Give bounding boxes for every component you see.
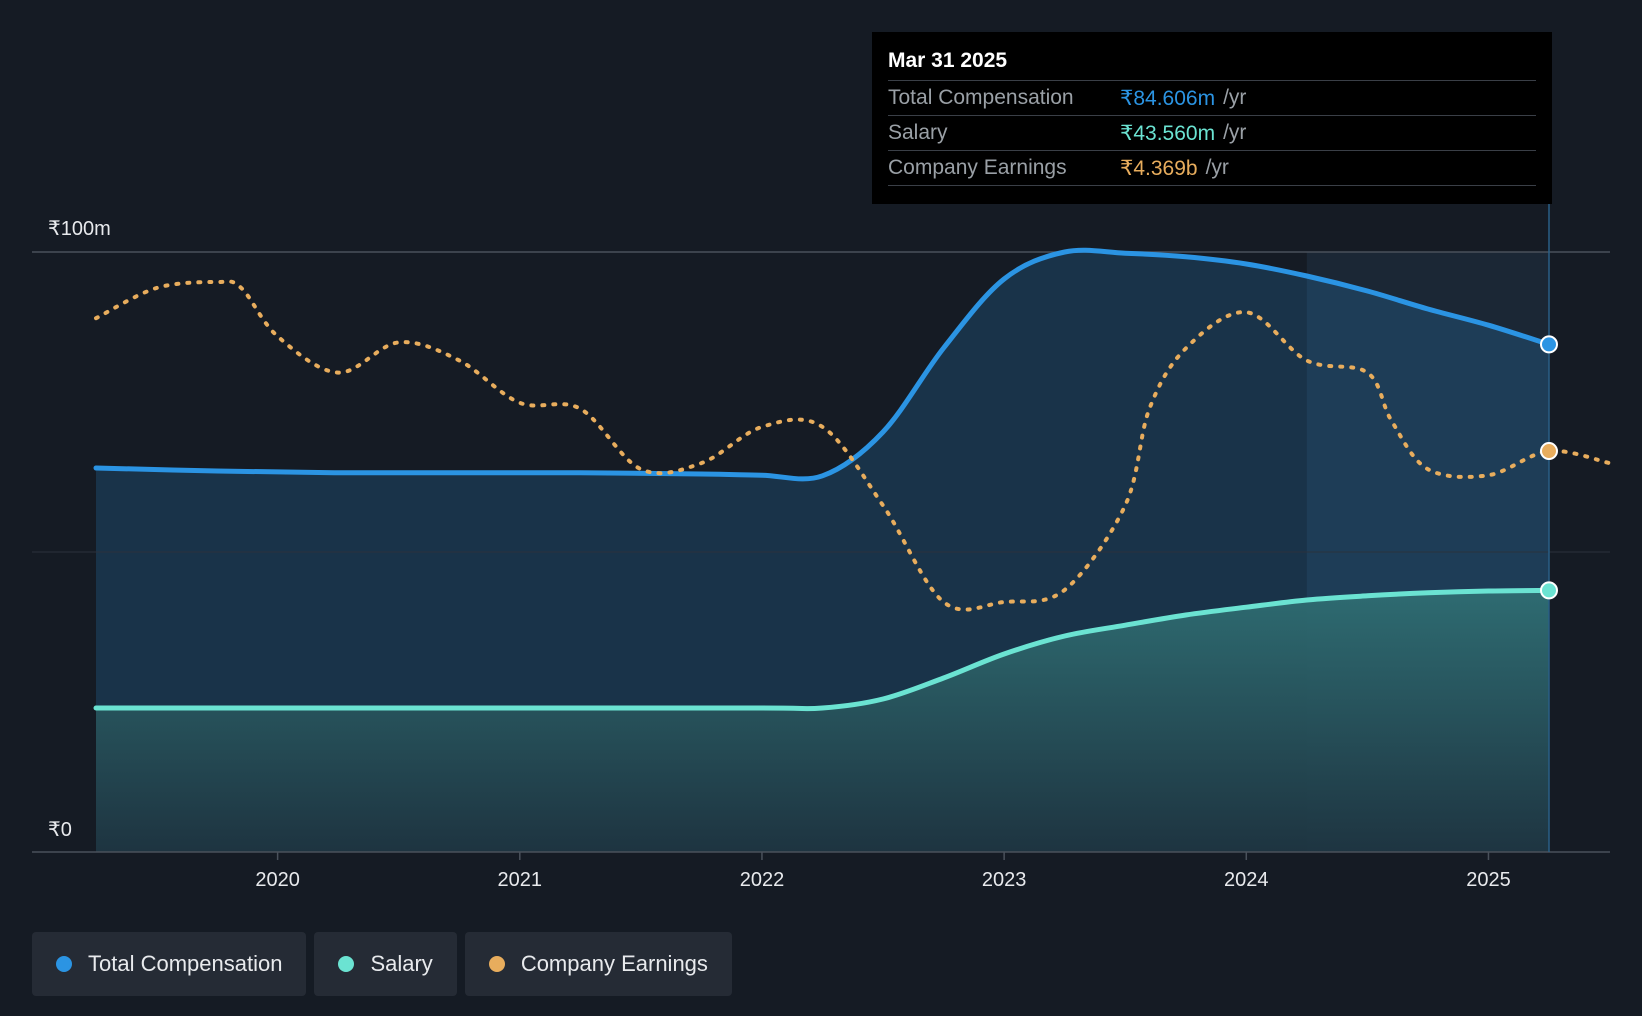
legend-label: Salary xyxy=(370,951,433,976)
tooltip-unit: /yr xyxy=(1205,156,1229,179)
tooltip-row-company-earnings: Company Earnings ₹4.369b /yr xyxy=(888,151,1536,186)
salary-line xyxy=(93,587,1552,712)
x-tick-label: 2023 xyxy=(982,869,1027,891)
tooltip-value-total-compensation: ₹84.606m xyxy=(1120,86,1216,110)
x-tick-label: 2024 xyxy=(1224,869,1269,891)
tooltip-label: Company Earnings xyxy=(888,156,1067,179)
x-tick-label: 2025 xyxy=(1466,869,1511,891)
x-tick-label: 2020 xyxy=(255,869,300,891)
legend-item-salary[interactable]: Salary xyxy=(314,932,457,996)
x-tick-label: 2021 xyxy=(498,869,543,891)
company-earnings-point xyxy=(1540,442,1558,461)
tooltip-row-total-compensation: Total Compensation ₹84.606m /yr xyxy=(888,81,1536,116)
total-compensation-dot-icon xyxy=(56,956,72,972)
tooltip-value-company-earnings: ₹4.369b xyxy=(1120,156,1198,180)
total-compensation-point xyxy=(1540,335,1558,354)
y-tick-label: ₹100m xyxy=(48,218,111,240)
legend: Total Compensation Salary Company Earnin… xyxy=(32,932,732,996)
salary-point xyxy=(1540,581,1558,600)
tooltip-label: Salary xyxy=(888,121,948,144)
tooltip-label: Total Compensation xyxy=(888,86,1074,109)
tooltip-row-salary: Salary ₹43.560m /yr xyxy=(888,116,1536,151)
x-tick-label: 2022 xyxy=(740,869,785,891)
tooltip-value-salary: ₹43.560m xyxy=(1120,121,1216,145)
salary-area xyxy=(96,590,1549,852)
tooltip-unit: /yr xyxy=(1223,86,1247,109)
legend-item-total-compensation[interactable]: Total Compensation xyxy=(32,932,307,996)
legend-label: Total Compensation xyxy=(88,951,283,976)
y-tick-label: ₹0 xyxy=(48,819,72,841)
salary-dot-icon xyxy=(338,956,355,972)
tooltip: Mar 31 2025 Total Compensation ₹84.606m … xyxy=(872,32,1552,204)
tooltip-date: Mar 31 2025 xyxy=(888,46,1536,81)
legend-item-company-earnings[interactable]: Company Earnings xyxy=(464,932,732,996)
legend-label: Company Earnings xyxy=(520,951,708,976)
total-compensation-line xyxy=(93,247,1552,482)
tooltip-unit: /yr xyxy=(1223,121,1247,144)
company-earnings-dot-icon xyxy=(488,956,505,972)
company-earnings-line xyxy=(94,279,1612,612)
